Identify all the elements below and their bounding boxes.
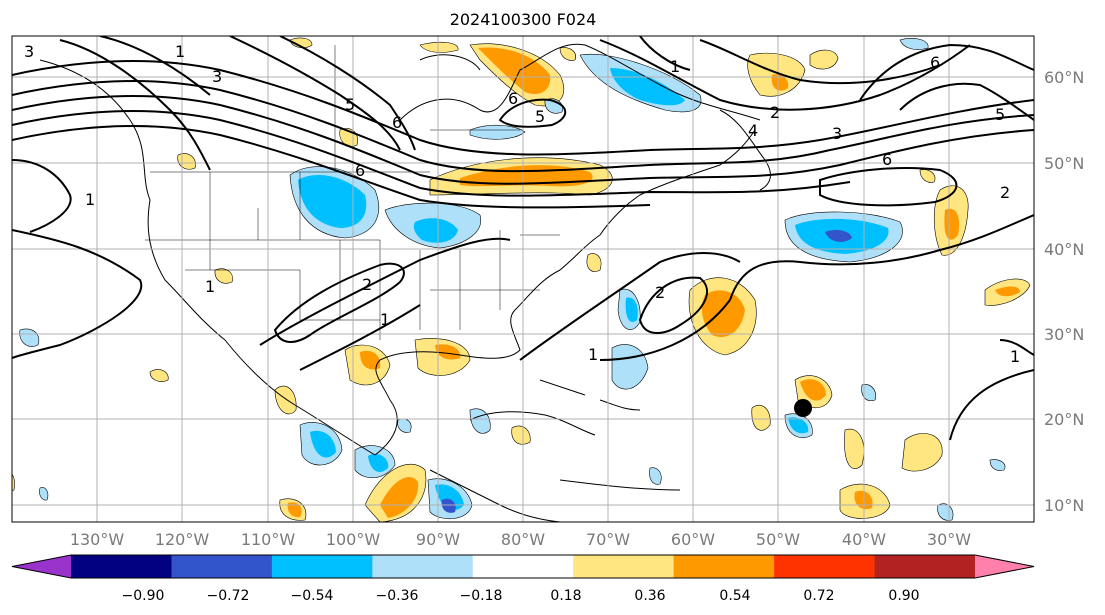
lat-lon-grid <box>12 36 1034 522</box>
lat-label: 40°N <box>1044 240 1084 259</box>
contour-label-1: 1 <box>380 310 390 329</box>
lon-label: 120°W <box>155 530 210 549</box>
lat-label: 30°N <box>1044 325 1084 344</box>
colorbar-segment <box>573 555 675 578</box>
colorbar-tick-label: 0.72 <box>803 588 834 604</box>
colorbar-segment <box>271 555 373 578</box>
colorbar-segment <box>171 555 273 578</box>
lon-label: 130°W <box>70 530 125 549</box>
lon-label: 40°W <box>842 530 886 549</box>
state-borders <box>145 45 560 340</box>
contour-label-6: 6 <box>882 150 892 169</box>
contour-label-3: 3 <box>212 67 222 86</box>
contour-label-6: 6 <box>930 53 940 72</box>
contour-label-5: 5 <box>535 107 545 126</box>
colorbar-tick-label: −0.90 <box>122 588 165 604</box>
colorbar-outline <box>11 554 1035 579</box>
map-frame <box>11 35 1035 523</box>
contour-label-5: 5 <box>345 95 355 114</box>
contour-label-1: 1 <box>1010 347 1020 366</box>
lon-label: 110°W <box>241 530 296 549</box>
contour-label-2: 2 <box>362 275 372 294</box>
lat-label: 10°N <box>1044 496 1084 515</box>
colorbar-tick-label: 0.18 <box>550 588 581 604</box>
contour-label-4: 4 <box>748 121 758 140</box>
positive-anomaly-shading <box>12 37 1031 522</box>
colorbar-tick-label: −0.18 <box>460 588 503 604</box>
colorbar-tick-label: 0.36 <box>634 588 665 604</box>
coastlines <box>39 43 771 522</box>
colorbar-tick-label: −0.54 <box>291 588 334 604</box>
colorbar-tick-label: 0.54 <box>719 588 750 604</box>
storm-center-marker <box>794 399 812 417</box>
map-title: 2024100300 F024 <box>449 10 597 29</box>
contour-label-6: 6 <box>355 161 365 180</box>
lon-label: 70°W <box>586 530 630 549</box>
colorbar-segment <box>71 555 172 578</box>
contour-label-1: 1 <box>175 42 185 61</box>
contour-labels: 1 3 5 6 6 1 1 2 1 6 5 1 2 4 3 6 6 5 2 2 … <box>24 42 1020 366</box>
lat-label: 50°N <box>1044 154 1084 173</box>
lon-label: 30°W <box>927 530 971 549</box>
contour-label-1: 1 <box>85 190 95 209</box>
contour-label-6: 6 <box>392 113 402 132</box>
contour-label-1: 1 <box>588 345 598 364</box>
contour-label-1: 1 <box>205 277 215 296</box>
colorbar <box>11 554 1035 579</box>
lon-label: 90°W <box>416 530 460 549</box>
colorbar-segment <box>372 555 474 578</box>
colorbar-segment <box>874 555 976 578</box>
lat-label: 20°N <box>1044 410 1084 429</box>
lon-label: 50°W <box>756 530 800 549</box>
negative-anomaly-shading <box>19 38 1006 521</box>
colorbar-overflow-segment <box>975 555 1034 578</box>
latitude-labels: 60°N 50°N 40°N 30°N 20°N 10°N <box>1044 68 1084 515</box>
colorbar-underflow-segment <box>12 555 71 578</box>
colorbar-segment <box>774 555 876 578</box>
colorbar-segment <box>472 555 574 578</box>
lat-label: 60°N <box>1044 68 1084 87</box>
contour-label-2: 2 <box>770 103 780 122</box>
lon-label: 100°W <box>326 530 381 549</box>
contour-label-3: 3 <box>832 124 842 143</box>
colorbar-tick-labels: −0.90 −0.72 −0.54 −0.36 −0.18 0.18 0.36 … <box>122 588 920 604</box>
contour-label-2: 2 <box>1000 183 1010 202</box>
colorbar-tick-label: −0.72 <box>207 588 250 604</box>
colorbar-tick-label: −0.36 <box>376 588 419 604</box>
longitude-labels: 130°W 120°W 110°W 100°W 90°W 80°W 70°W 6… <box>70 530 971 549</box>
lon-label: 60°W <box>671 530 715 549</box>
contour-label-6: 6 <box>508 89 518 108</box>
contour-label-1: 1 <box>670 57 680 76</box>
contour-label-2: 2 <box>655 283 665 302</box>
colorbar-tick-label: 0.90 <box>888 588 919 604</box>
contour-label-5: 5 <box>995 105 1005 124</box>
colorbar-segment <box>673 555 775 578</box>
contour-label-3: 3 <box>24 42 34 61</box>
contour-lines <box>12 36 1034 441</box>
lon-label: 80°W <box>501 530 545 549</box>
